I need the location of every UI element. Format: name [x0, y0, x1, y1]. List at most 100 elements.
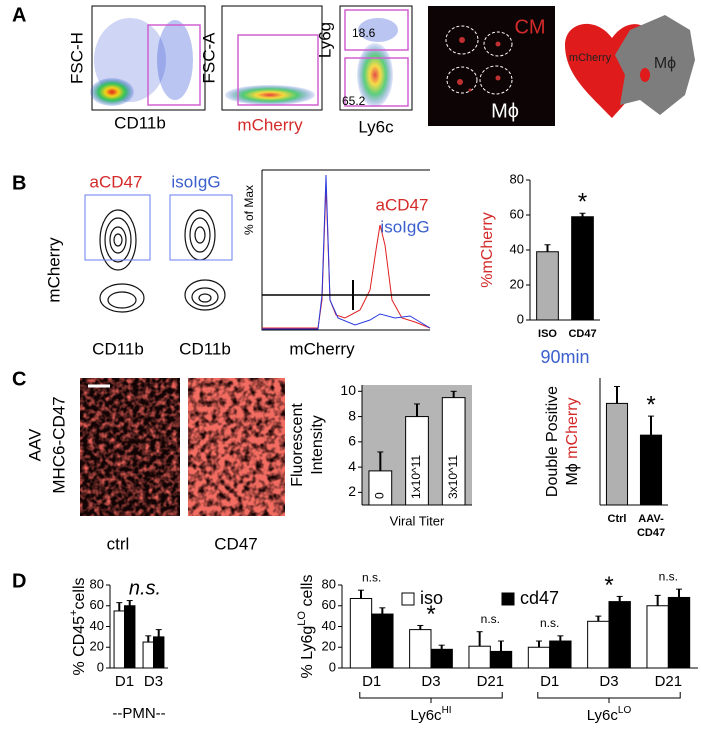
x-tick-label: D1	[540, 673, 559, 690]
histogram-line	[262, 174, 431, 330]
cartoon-label: Mϕ	[654, 55, 676, 72]
legend-swatch	[401, 592, 415, 606]
annotation: n.s.	[362, 570, 381, 584]
y-axis-label-part: %mCherry	[479, 212, 496, 288]
y-axis-label: Double Positive	[544, 386, 561, 497]
density	[90, 78, 134, 106]
contours	[99, 209, 226, 313]
y-axis-label-part: Intensity	[309, 415, 326, 475]
gate	[237, 34, 319, 106]
y-tick-label: 60	[510, 206, 524, 221]
panel-label: C	[12, 368, 26, 390]
image-label: CD47	[214, 534, 257, 553]
axis-label: FSC-A	[199, 32, 218, 84]
y-axis-label-part: LO	[296, 611, 308, 626]
x-tick-label: D21	[477, 673, 505, 690]
y-tick-label: 8	[348, 407, 356, 423]
group-label: Ly6cHI	[410, 705, 451, 724]
x-tick-label: 3x10^11	[446, 455, 460, 499]
y-axis-label: %mCherry	[479, 212, 496, 288]
group-label-part: Ly6c	[587, 707, 619, 724]
x-tick-label: CD47	[568, 328, 596, 340]
axis-label: mCherry	[237, 115, 303, 134]
bar	[605, 402, 629, 506]
x-tick-label: D3	[421, 673, 440, 690]
image-label: CM	[514, 16, 545, 38]
y-axis-label-part: cells	[71, 577, 88, 609]
y-axis-label: Intensity	[309, 415, 326, 475]
bar	[124, 605, 136, 669]
image-label: Mϕ	[491, 100, 519, 122]
legend-label: isoIgG	[380, 217, 429, 236]
macrophage	[615, 15, 695, 115]
legend-swatch	[501, 592, 515, 606]
y-axis-label-part: % Ly6g	[299, 626, 316, 679]
y-axis-label-part: Mϕ	[564, 459, 581, 486]
panel-label: A	[12, 4, 26, 26]
bar	[667, 596, 691, 669]
panel-label: B	[12, 172, 26, 194]
y-axis-label-part: Fluorescent	[289, 403, 306, 487]
group-label-part: Ly6c	[410, 707, 442, 724]
gate	[147, 24, 201, 106]
y-tick-label: 80	[510, 171, 524, 186]
micrograph-signal	[80, 378, 180, 516]
gate	[84, 194, 151, 261]
bar	[571, 216, 594, 321]
bar	[430, 648, 453, 669]
density	[157, 20, 193, 100]
bar	[113, 610, 125, 669]
annotation: *	[604, 572, 613, 599]
bar	[371, 613, 394, 669]
gate	[169, 194, 233, 261]
x-axis-label: 90min	[540, 347, 589, 367]
axis	[261, 170, 430, 331]
y-axis-label: Mϕ mCherry	[564, 397, 581, 485]
gate	[344, 57, 409, 107]
plot-title: isoIgG	[171, 172, 220, 191]
y-tick-label: 0	[97, 659, 104, 674]
annotation: *	[426, 601, 435, 628]
y-axis-label: Fluorescent	[289, 403, 306, 487]
micrograph-signal	[188, 378, 285, 516]
y-tick-label: 20	[510, 276, 524, 291]
x-tick-label: D3	[599, 673, 618, 690]
y-tick-label: 40	[322, 618, 336, 633]
y-axis-label-part: Double Positive	[544, 386, 561, 497]
y-tick-label: 6	[348, 433, 356, 449]
x-tick-label: 0	[373, 492, 387, 499]
gate-value: 18.6	[352, 26, 376, 40]
axis-label: AAV	[25, 428, 44, 461]
panel-label: D	[12, 570, 26, 592]
annotation: n.s.	[540, 616, 559, 630]
legend-label: iso	[420, 588, 443, 608]
y-tick-label: 0	[329, 659, 336, 674]
x-tick-label: D3	[144, 673, 163, 690]
axis-label: Ly6c	[358, 117, 394, 136]
density	[357, 43, 393, 107]
engulfed	[640, 68, 650, 82]
axis-label: FSC-H	[67, 32, 86, 84]
axis-label: CD11b	[114, 113, 166, 132]
gate	[344, 9, 409, 51]
bar	[468, 645, 491, 669]
annotation: *	[578, 189, 587, 216]
image-label: ctrl	[107, 534, 130, 553]
bar	[153, 636, 165, 669]
y-tick-label: 80	[322, 576, 336, 591]
bar	[489, 650, 513, 669]
bar	[587, 620, 610, 669]
bar	[646, 605, 669, 669]
y-tick-label: 10	[340, 382, 356, 398]
legend-label: cd47	[520, 588, 559, 608]
x-tick-label: ISO	[538, 328, 557, 340]
group-bracket	[359, 692, 503, 703]
y-tick-label: 20	[322, 639, 336, 654]
group-label: --PMN--	[112, 705, 165, 722]
x-tick-label: D21	[655, 673, 683, 690]
y-axis-label: % CD45+cells	[68, 577, 88, 675]
bar	[608, 601, 631, 669]
bar	[536, 251, 559, 321]
legend-label: aCD47	[376, 195, 429, 214]
